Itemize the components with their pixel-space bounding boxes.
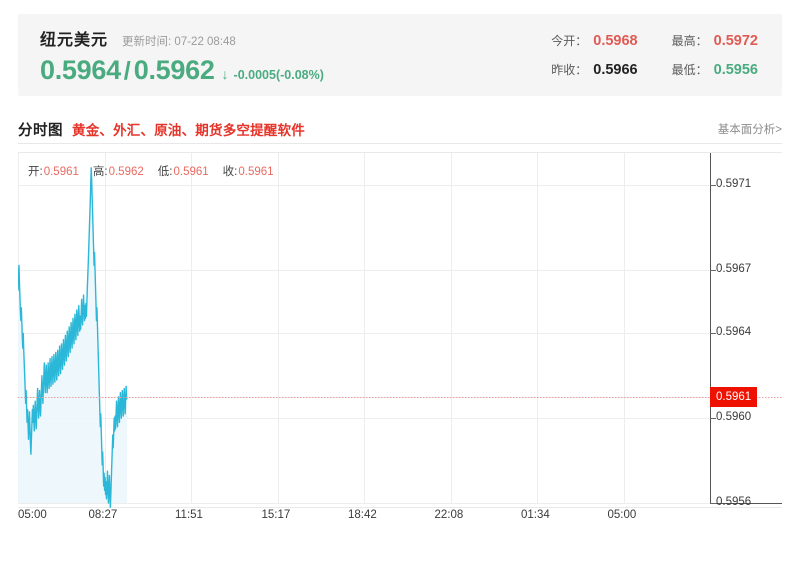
x-axis-tick: 01:34 <box>521 509 550 521</box>
timeline-chart[interactable]: 开:0.5961 高:0.5962 低:0.5961 收:0.5961 0.59… <box>18 152 782 508</box>
bid-price: 0.5964 <box>40 55 121 85</box>
stat-open-label: 今开： <box>551 34 588 48</box>
promo-banner-text[interactable]: 黄金、外汇、原油、期货多空提醒软件 <box>72 123 305 138</box>
update-time: 更新时间: 07-22 08:48 <box>122 33 236 49</box>
ohlc-close-value: 0.5961 <box>238 166 274 178</box>
change-arrow-icon: ↓ <box>221 66 229 82</box>
y-axis-tick: 0.5967 <box>716 262 752 275</box>
ohlc-high: 高:0.5962 <box>93 163 144 179</box>
stat-prevclose: 昨收： 0.5966 <box>551 61 637 78</box>
x-axis-tick: 05:00 <box>607 509 637 521</box>
stat-low: 最低： 0.5956 <box>672 61 758 78</box>
x-axis-tick: 11:51 <box>175 509 203 521</box>
tab-timeline-chart[interactable]: 分时图 <box>18 122 63 139</box>
y-axis-tick: 0.5960 <box>716 411 752 424</box>
x-axis-tick: 05:00 <box>18 509 47 521</box>
chart-canvas[interactable] <box>18 153 782 509</box>
ohlc-open: 开:0.5961 <box>28 163 79 179</box>
ohlc-close-label: 收: <box>222 166 238 178</box>
quote-stats: 今开： 0.5968 最高： 0.5972 昨收： 0.5966 最低： 0.5… <box>551 32 758 78</box>
ask-price: 0.5962 <box>133 55 215 85</box>
ohlc-open-label: 开: <box>28 166 43 178</box>
tabs-divider <box>18 143 782 144</box>
quote-header: 纽元美元 更新时间: 07-22 08:48 0.5964 / 0.5962 ↓… <box>18 14 782 96</box>
change-value: -0.0005(-0.08%) <box>233 68 324 82</box>
stat-open: 今开： 0.5968 <box>551 32 637 49</box>
stat-prevclose-label: 昨收： <box>551 63 588 77</box>
x-axis-tick: 18:42 <box>348 509 377 521</box>
fundamental-analysis-link[interactable]: 基本面分析> <box>717 124 782 136</box>
x-axis-tick: 22:08 <box>434 509 464 521</box>
stat-high: 最高： 0.5972 <box>672 32 758 49</box>
quote-primary: 纽元美元 更新时间: 07-22 08:48 0.5964 / 0.5962 ↓… <box>40 26 324 86</box>
stat-low-value: 0.5956 <box>713 62 758 78</box>
current-price-tag: 0.5961 <box>710 386 758 407</box>
y-axis-tick: 0.5971 <box>716 177 752 190</box>
stat-low-label: 最低： <box>671 63 708 77</box>
ohlc-low: 低:0.5961 <box>158 163 209 179</box>
ohlc-close: 收:0.5961 <box>223 163 274 179</box>
symbol-name: 纽元美元 <box>40 32 109 49</box>
x-axis-labels: 05:00 08:27 11:51 15:17 18:42 22:08 01:34 05:00 <box>18 509 782 531</box>
update-time-value: 07-22 08:48 <box>174 36 236 48</box>
update-time-label: 更新时间: <box>122 36 172 48</box>
ohlc-low-value: 0.5961 <box>173 166 209 178</box>
y-axis-tick: 0.5956 <box>716 496 752 508</box>
stat-open-value: 0.5968 <box>593 33 638 49</box>
symbol-row: 纽元美元 更新时间: 07-22 08:48 <box>40 26 324 50</box>
ohlc-open-value: 0.5961 <box>43 166 79 178</box>
y-axis-tick: 0.5964 <box>716 326 752 339</box>
ohlc-readout: 开:0.5961 高:0.5962 低:0.5961 收:0.5961 <box>28 163 274 179</box>
stat-high-label: 最高： <box>671 34 708 48</box>
price-row: 0.5964 / 0.5962 ↓ -0.0005(-0.08%) <box>40 57 324 86</box>
chart-tabs: 分时图 黄金、外汇、原油、期货多空提醒软件 基本面分析> <box>18 114 782 144</box>
ohlc-high-value: 0.5962 <box>108 166 144 178</box>
ohlc-low-label: 低: <box>157 166 173 178</box>
stat-high-value: 0.5972 <box>713 33 758 49</box>
x-axis-tick: 08:27 <box>88 509 118 521</box>
stat-prevclose-value: 0.5966 <box>593 62 638 78</box>
x-axis-tick: 15:17 <box>261 509 291 521</box>
price-separator: / <box>123 57 131 85</box>
ohlc-high-label: 高: <box>92 166 108 178</box>
